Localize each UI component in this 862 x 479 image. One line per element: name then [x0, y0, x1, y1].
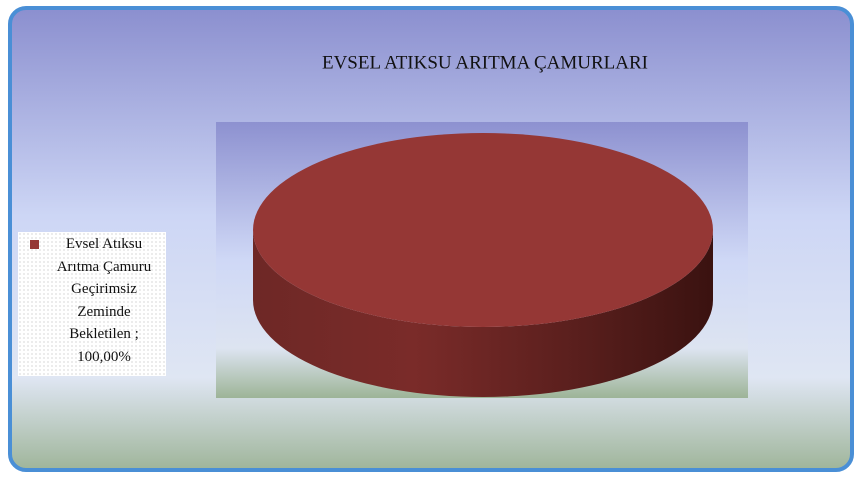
pie-side: [253, 230, 713, 397]
legend-separator: ;: [130, 326, 139, 342]
legend-value: 100,00%: [77, 348, 131, 365]
pie-slice: [253, 133, 713, 327]
chart-title: EVSEL ATIKSU ARITMA ÇAMURLARI: [322, 52, 648, 73]
legend-marker: [30, 240, 39, 249]
legend-entry: Evsel Atıksu Arıtma Çamuru Geçirimsiz Ze…: [48, 233, 160, 368]
legend: Evsel Atıksu Arıtma Çamuru Geçirimsiz Ze…: [18, 232, 166, 376]
legend-label: Evsel Atıksu Arıtma Çamuru Geçirimsiz Ze…: [56, 236, 152, 342]
